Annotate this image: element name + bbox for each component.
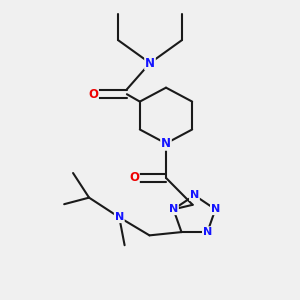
Text: N: N bbox=[211, 204, 220, 214]
Text: N: N bbox=[161, 137, 171, 150]
Text: N: N bbox=[145, 56, 155, 70]
Text: O: O bbox=[129, 171, 139, 184]
Text: N: N bbox=[203, 227, 212, 237]
Text: O: O bbox=[88, 88, 98, 101]
Text: N: N bbox=[190, 190, 199, 200]
Text: N: N bbox=[115, 212, 124, 222]
Text: N: N bbox=[169, 204, 178, 214]
